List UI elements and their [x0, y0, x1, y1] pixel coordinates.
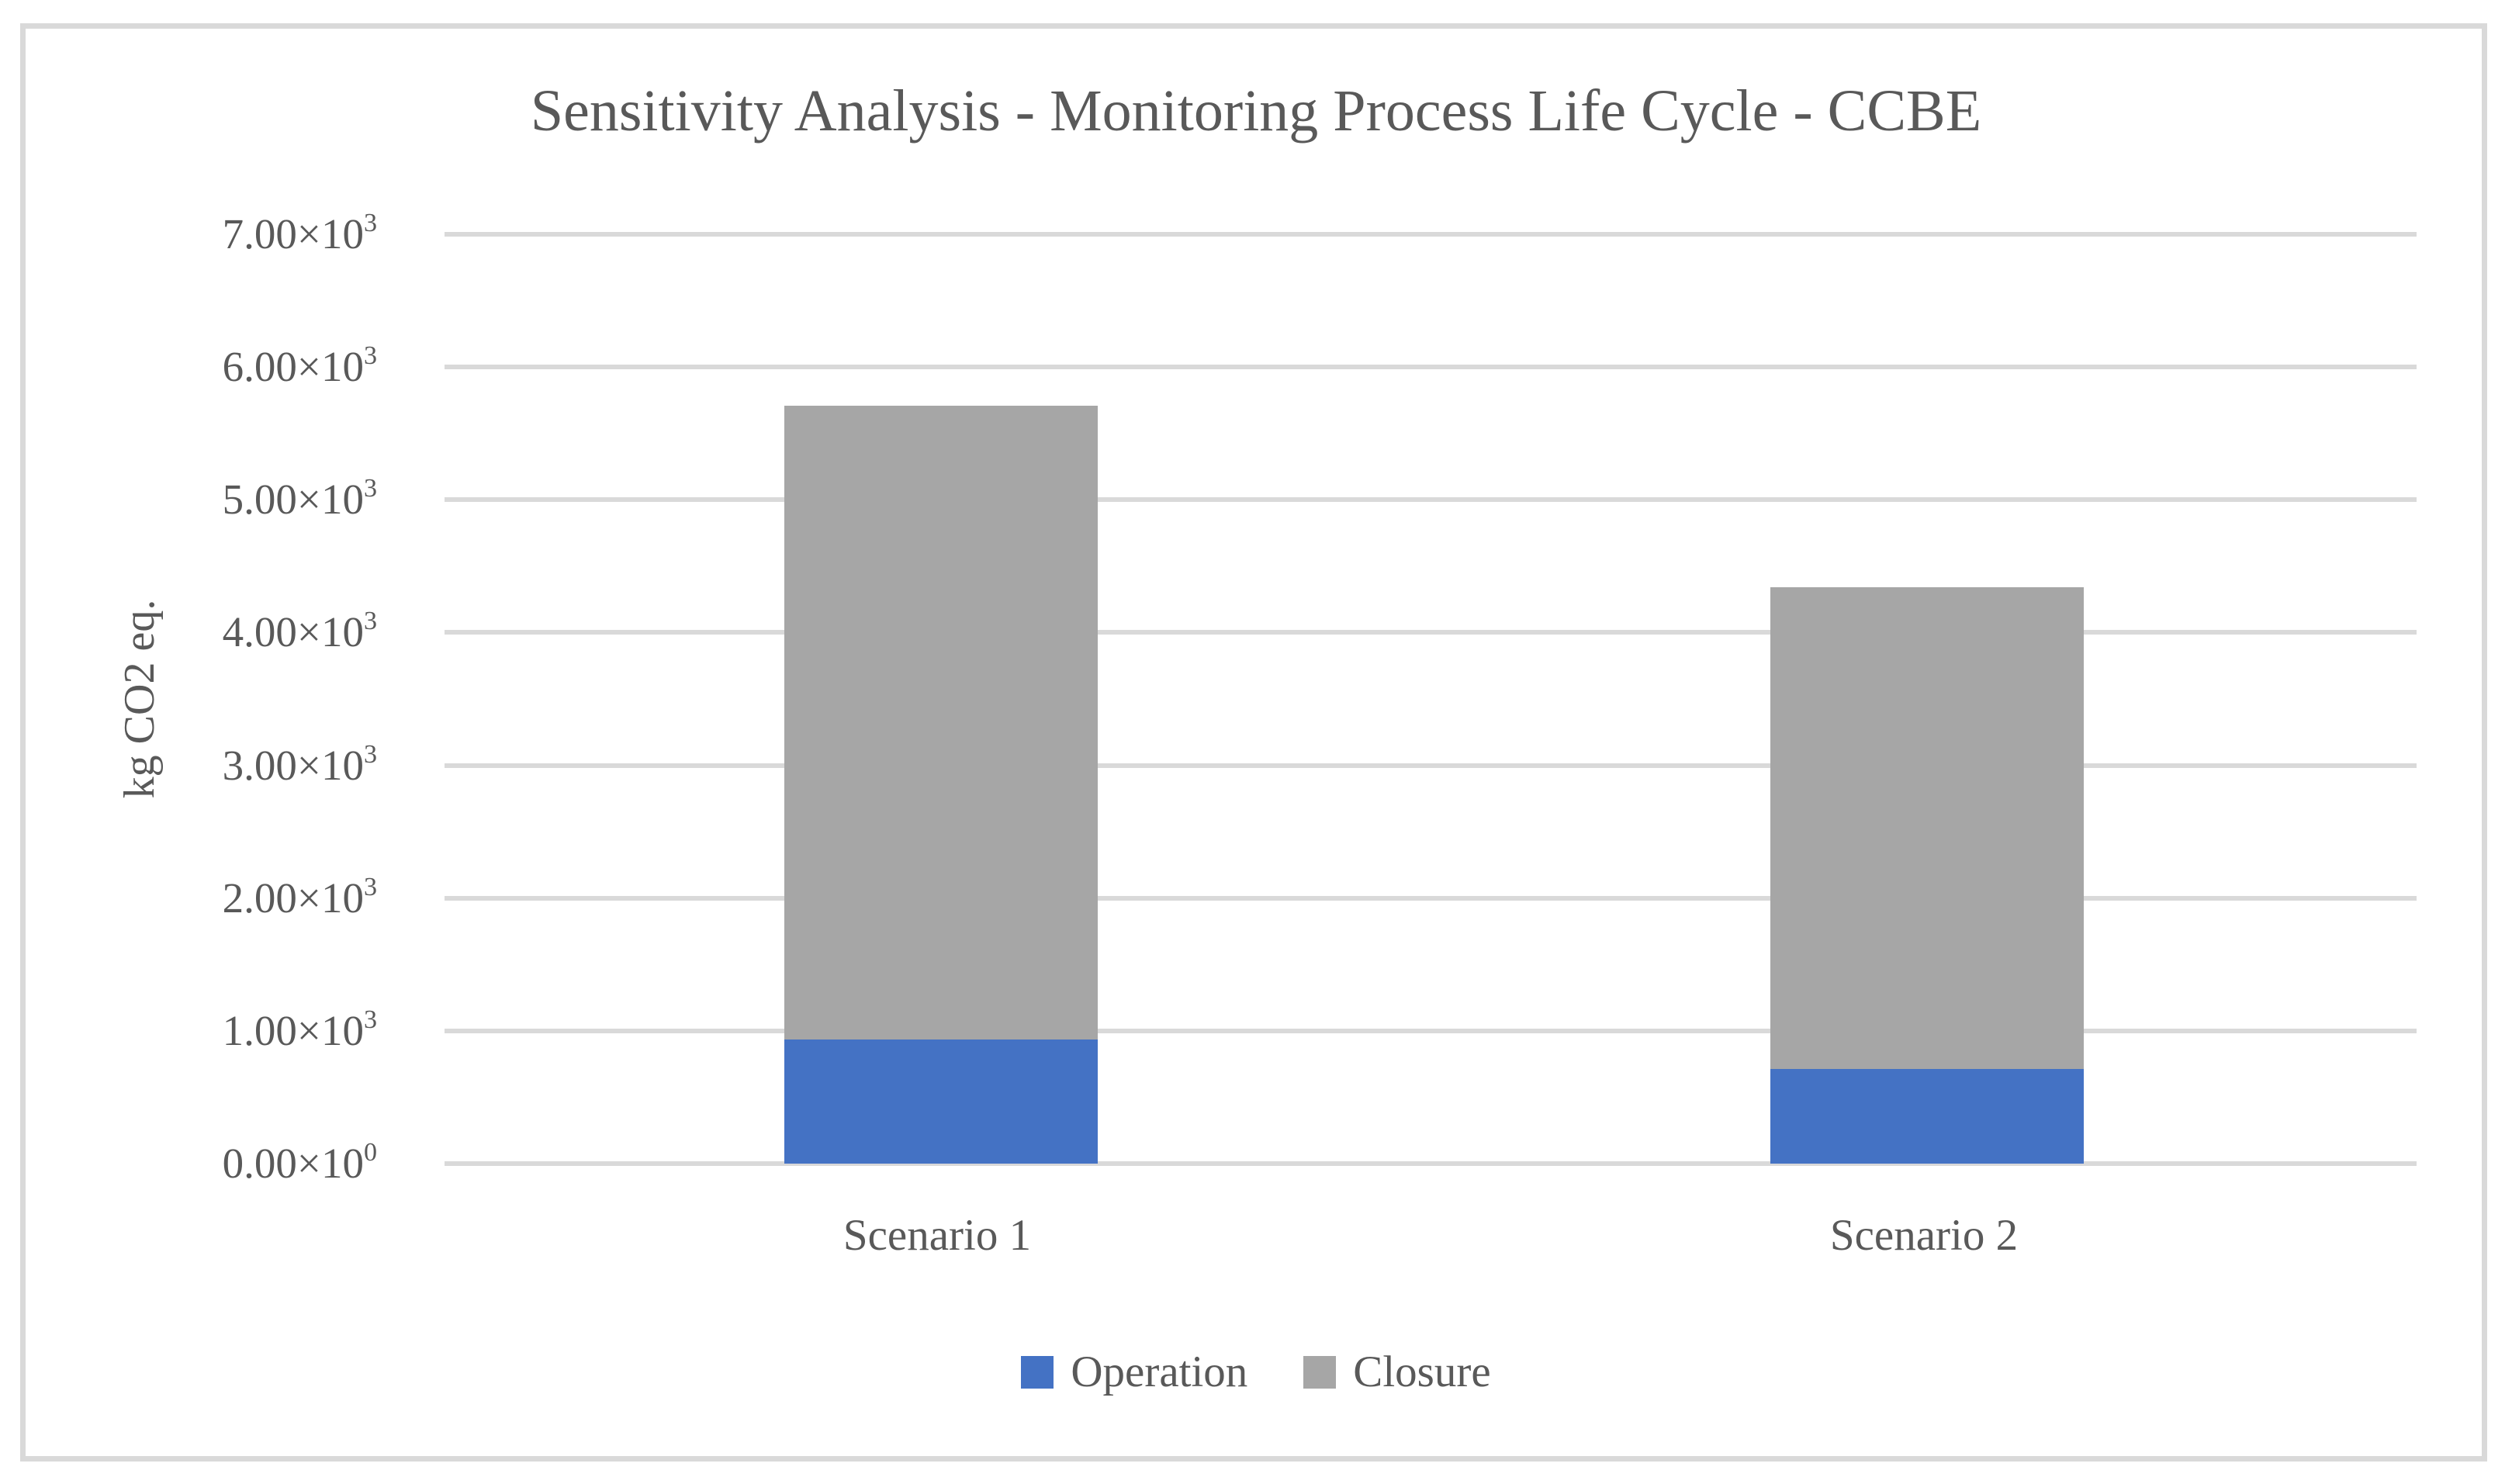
- x-axis-label-scenario-1: Scenario 1: [843, 1211, 1032, 1260]
- y-axis-tick-label: 2.00×103: [222, 872, 377, 922]
- legend-color-swatch-operation: [1021, 1355, 1054, 1389]
- y-axis-tick-label: 6.00×103: [222, 341, 377, 391]
- bar-segment-closure: [1770, 586, 2084, 1069]
- y-axis-tick-label: 0.00×100: [222, 1137, 377, 1187]
- chart-title: Sensitivity Analysis - Monitoring Proces…: [530, 78, 1982, 144]
- legend-label: Operation: [1071, 1347, 1248, 1396]
- legend-item-operation: Operation: [1021, 1350, 1247, 1394]
- gridline: [445, 630, 2417, 635]
- y-axis-tick-label: 7.00×103: [222, 208, 377, 258]
- legend-item-closure: Closure: [1303, 1347, 1491, 1396]
- y-axis-tick-label: 5.00×103: [222, 474, 377, 524]
- bar-segment-closure: [784, 405, 1098, 1039]
- gridline: [445, 895, 2417, 901]
- legend-color-swatch-closure: [1303, 1355, 1337, 1389]
- gridline: [445, 232, 2417, 237]
- y-axis-tick-label: 3.00×103: [222, 739, 377, 789]
- bar-segment-operation: [1770, 1068, 2084, 1164]
- bar-scenario-2: [1770, 234, 2084, 1164]
- gridline: [445, 497, 2417, 503]
- y-axis-tick-label: 4.00×103: [222, 607, 377, 656]
- y-axis-tick-label: 1.00×103: [222, 1005, 377, 1054]
- x-axis-label-scenario-2: Scenario 2: [1829, 1211, 2019, 1260]
- gridline: [445, 1028, 2417, 1033]
- gridline: [445, 1161, 2417, 1166]
- bar-segment-operation: [784, 1039, 1098, 1164]
- gridline: [445, 365, 2417, 370]
- legend-label: Closure: [1353, 1347, 1491, 1396]
- plot-area: [445, 232, 2417, 1166]
- legend: Operation Closure: [0, 1350, 2512, 1394]
- bar-scenario-1: [784, 234, 1098, 1164]
- gridline: [445, 763, 2417, 768]
